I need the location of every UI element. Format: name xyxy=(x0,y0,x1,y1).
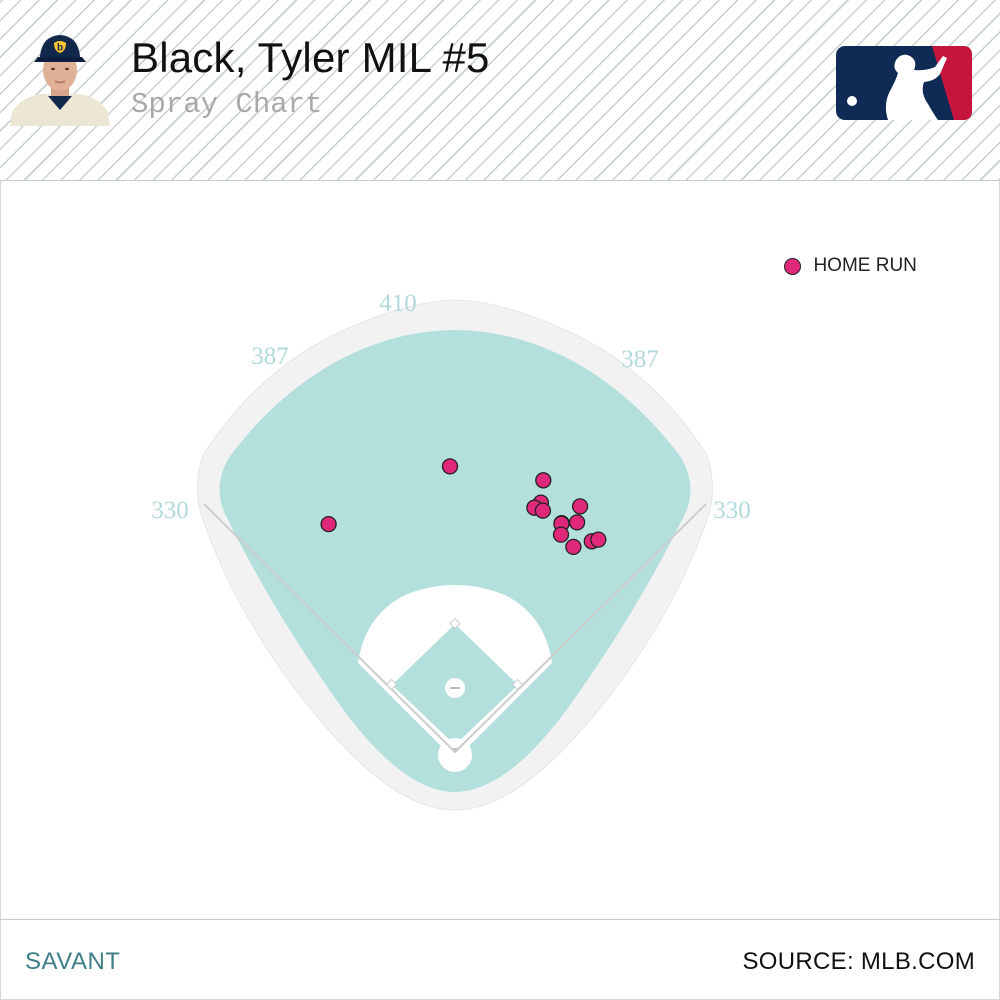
footer-source: SOURCE: MLB.COM xyxy=(742,948,975,975)
hit-point-home-run-11 xyxy=(552,526,570,543)
second-base xyxy=(449,617,461,630)
distance-labels: 330 387 410 387 330 xyxy=(151,290,751,524)
distance-label-right-field-line: 330 xyxy=(713,497,751,524)
legend-marker-home-run xyxy=(784,257,801,275)
pitchers-rubber xyxy=(450,687,460,689)
legend-label-home-run: HOME RUN xyxy=(813,255,917,276)
hit-point-home-run-10 xyxy=(568,514,586,531)
player-avatar: b xyxy=(10,26,110,126)
home-plate-area xyxy=(438,738,472,772)
right-foul-line xyxy=(454,503,707,753)
player-headshot-icon: b xyxy=(10,35,110,126)
footer-divider xyxy=(0,919,1000,920)
outfield-grass xyxy=(219,330,691,792)
page-title: Black, Tyler MIL #5 xyxy=(131,34,490,81)
chart-header: b Black, Tyler MIL #5 Spray Chart xyxy=(0,0,1000,181)
distance-label-right-center: 387 xyxy=(621,346,659,373)
hit-point-home-run-7 xyxy=(571,498,589,515)
distance-label-left-field-line: 330 xyxy=(151,497,189,524)
hit-point-home-run-1 xyxy=(320,515,337,533)
hit-points xyxy=(320,458,607,556)
hit-point-home-run-14 xyxy=(590,531,607,548)
mlb-logo xyxy=(836,46,972,120)
hit-point-home-run-12 xyxy=(565,538,582,556)
left-foul-line xyxy=(203,503,456,753)
team-cap-letter: b xyxy=(57,43,63,54)
chart-legend: HOME RUN xyxy=(784,255,917,279)
mlb-batter-logo-icon xyxy=(836,46,972,120)
distance-label-left-center: 387 xyxy=(251,343,289,370)
hit-point-home-run-6 xyxy=(534,502,552,519)
chart-subtitle: Spray Chart xyxy=(131,88,323,121)
footer-brand: SAVANT xyxy=(25,948,121,975)
hit-point-home-run-2 xyxy=(441,458,459,475)
first-base xyxy=(511,678,524,691)
hit-point-home-run-3 xyxy=(535,472,552,489)
third-base xyxy=(385,678,398,691)
distance-label-center-field: 410 xyxy=(379,290,417,317)
